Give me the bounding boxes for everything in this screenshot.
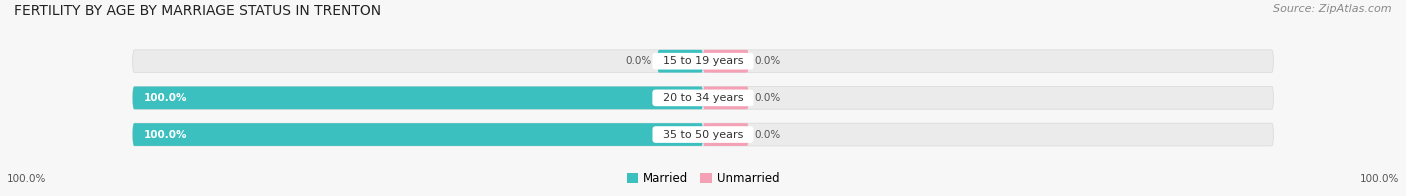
FancyBboxPatch shape	[658, 50, 703, 73]
Text: 0.0%: 0.0%	[755, 56, 780, 66]
Text: 100.0%: 100.0%	[143, 93, 187, 103]
Text: 15 to 19 years: 15 to 19 years	[655, 56, 751, 66]
FancyBboxPatch shape	[132, 86, 703, 109]
Text: 100.0%: 100.0%	[143, 130, 187, 140]
Text: 0.0%: 0.0%	[755, 93, 780, 103]
Text: FERTILITY BY AGE BY MARRIAGE STATUS IN TRENTON: FERTILITY BY AGE BY MARRIAGE STATUS IN T…	[14, 4, 381, 18]
FancyBboxPatch shape	[132, 50, 1274, 73]
FancyBboxPatch shape	[703, 50, 748, 73]
Text: 35 to 50 years: 35 to 50 years	[655, 130, 751, 140]
Text: 0.0%: 0.0%	[626, 56, 651, 66]
FancyBboxPatch shape	[703, 123, 748, 146]
Text: 100.0%: 100.0%	[1360, 174, 1399, 184]
Text: Source: ZipAtlas.com: Source: ZipAtlas.com	[1274, 4, 1392, 14]
FancyBboxPatch shape	[132, 123, 1274, 146]
Text: 0.0%: 0.0%	[755, 130, 780, 140]
Text: 20 to 34 years: 20 to 34 years	[655, 93, 751, 103]
Text: 100.0%: 100.0%	[7, 174, 46, 184]
FancyBboxPatch shape	[703, 86, 748, 109]
FancyBboxPatch shape	[132, 86, 1274, 109]
FancyBboxPatch shape	[132, 123, 703, 146]
Legend: Married, Unmarried: Married, Unmarried	[621, 168, 785, 190]
